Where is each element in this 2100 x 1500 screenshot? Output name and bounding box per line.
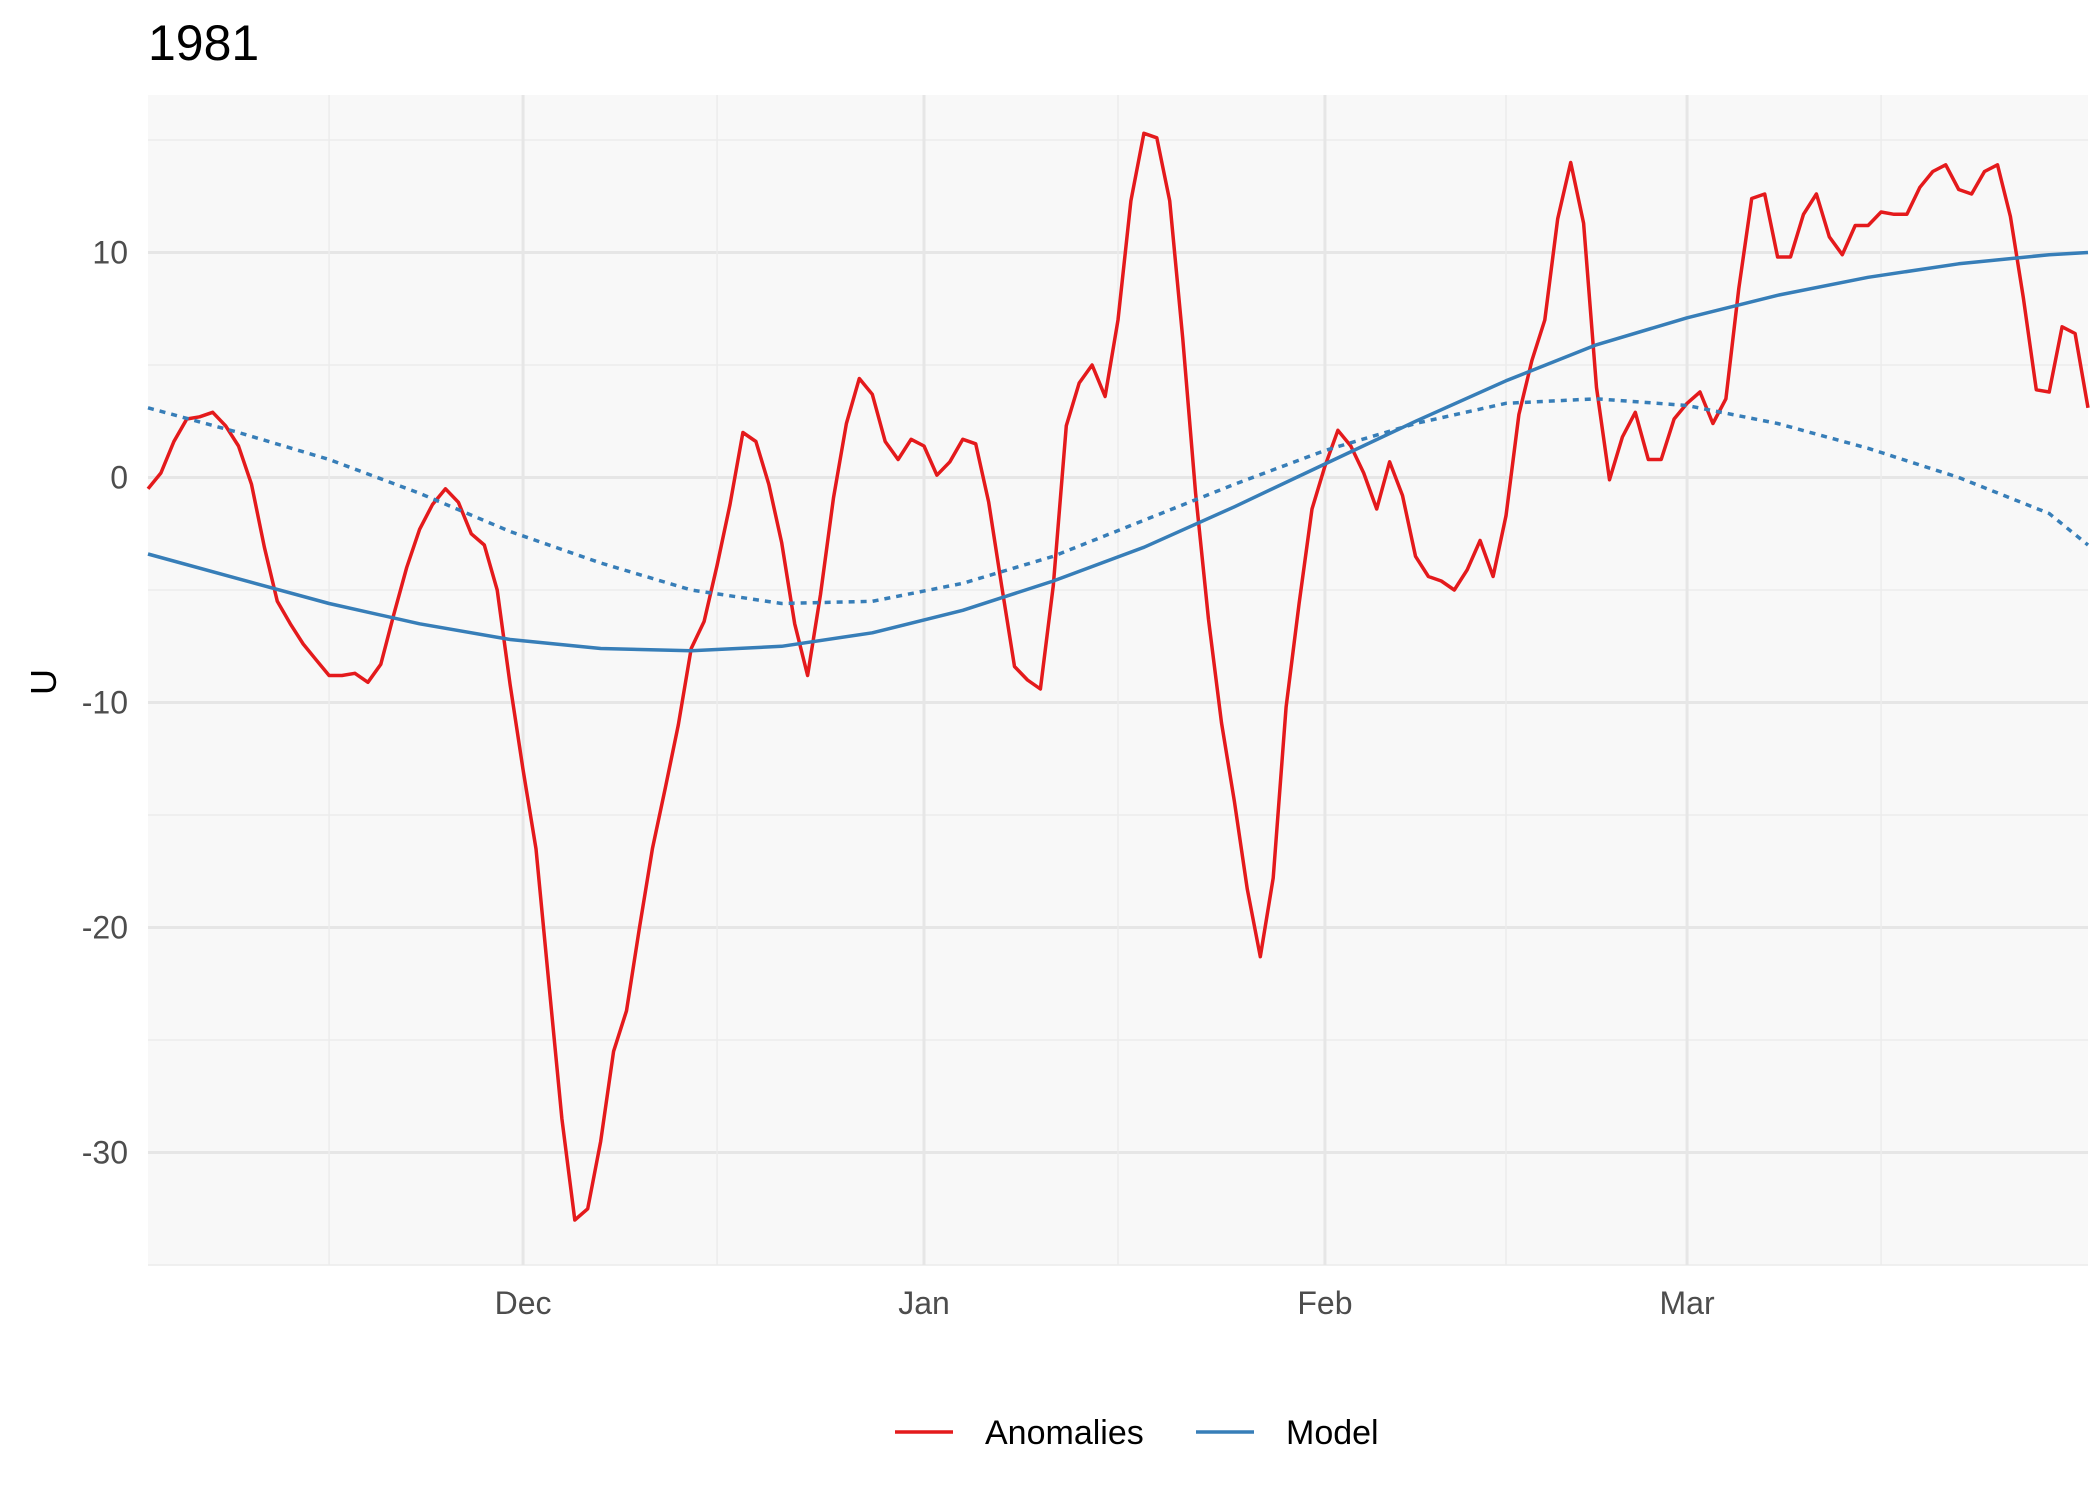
y-tick-label: 0 <box>110 460 128 496</box>
series-line-model <box>147 250 2089 653</box>
legend: Anomalies Model <box>895 1414 1379 1452</box>
series-lines <box>146 131 2090 1222</box>
series-line-model-dotted <box>147 397 2090 606</box>
x-axis-ticks: Dec Jan Feb Mar <box>495 1285 1715 1321</box>
y-axis-ticks: 10 0 -10 -20 -30 <box>82 235 128 1171</box>
series-line-anomalies <box>146 131 2090 1222</box>
legend-label-anomalies: Anomalies <box>985 1414 1144 1452</box>
y-tick-label: -30 <box>82 1135 128 1171</box>
y-tick-label: 10 <box>92 235 128 271</box>
x-tick-label: Mar <box>1660 1285 1715 1321</box>
y-axis-title: U <box>23 669 64 695</box>
legend-label-model: Model <box>1286 1414 1379 1452</box>
x-tick-label: Feb <box>1297 1285 1352 1321</box>
y-tick-label: -20 <box>82 910 128 946</box>
x-tick-label: Jan <box>898 1285 950 1321</box>
y-tick-label: -10 <box>82 685 128 721</box>
chart-title: 1981 <box>148 15 259 71</box>
gridlines <box>148 95 2088 1266</box>
x-tick-label: Dec <box>495 1285 552 1321</box>
